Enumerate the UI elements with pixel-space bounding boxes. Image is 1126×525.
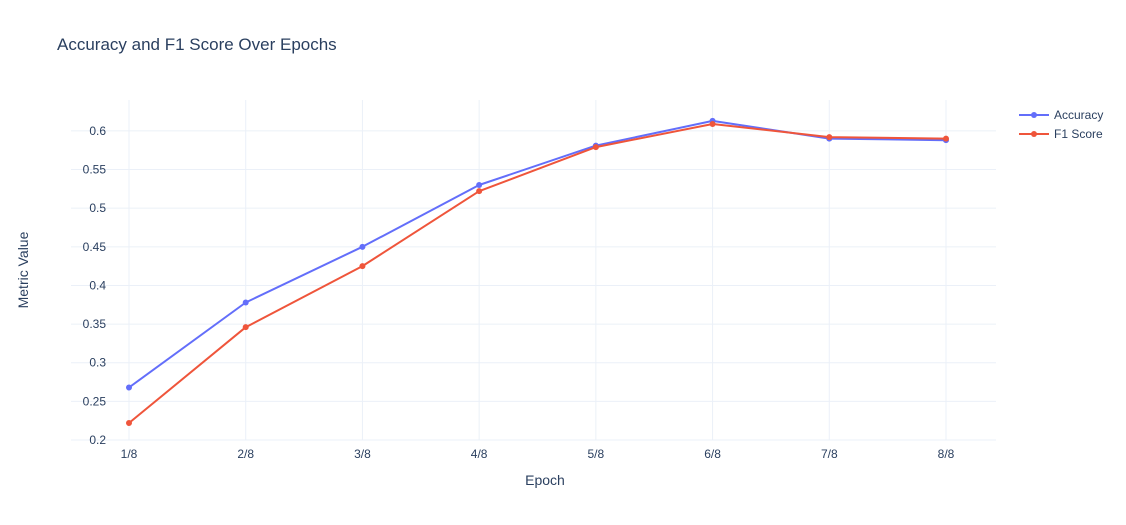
y-tick-label: 0.3 bbox=[89, 356, 106, 370]
y-tick-label: 0.6 bbox=[89, 124, 106, 138]
data-point[interactable] bbox=[359, 263, 366, 270]
series-line bbox=[128, 123, 947, 424]
x-axis-title: Epoch bbox=[525, 472, 565, 488]
y-tick-label: 0.25 bbox=[83, 394, 107, 408]
legend-label: F1 Score bbox=[1054, 127, 1103, 141]
legend-label: Accuracy bbox=[1054, 108, 1103, 122]
x-tick-label: 8/8 bbox=[938, 447, 955, 461]
y-tick-label: 0.2 bbox=[89, 433, 106, 447]
grid-layer bbox=[71, 100, 996, 441]
x-tick-label: 7/8 bbox=[821, 447, 838, 461]
legend-item[interactable]: Accuracy bbox=[1019, 108, 1103, 122]
y-axis-title: Metric Value bbox=[15, 231, 31, 308]
data-point[interactable] bbox=[709, 120, 716, 127]
y-axis-ticks: 0.2 0.25 0.3 0.35 0.4 0.45 0.5 0.55 0.6 bbox=[83, 124, 107, 447]
data-point[interactable] bbox=[476, 182, 483, 188]
chart-title: Accuracy and F1 Score Over Epochs bbox=[57, 35, 337, 54]
legend[interactable]: Accuracy F1 Score bbox=[1019, 108, 1103, 141]
series-f1-score bbox=[126, 120, 949, 426]
x-tick-label: 3/8 bbox=[354, 447, 371, 461]
y-tick-label: 0.55 bbox=[83, 163, 107, 177]
x-axis-ticks: 1/8 2/8 3/8 4/8 5/8 6/8 7/8 8/8 bbox=[121, 447, 955, 461]
data-point[interactable] bbox=[826, 134, 833, 141]
x-tick-label: 1/8 bbox=[121, 447, 138, 461]
x-tick-label: 5/8 bbox=[588, 447, 605, 461]
x-tick-label: 2/8 bbox=[237, 447, 254, 461]
data-point[interactable] bbox=[359, 243, 366, 250]
legend-item[interactable]: F1 Score bbox=[1019, 127, 1103, 141]
data-point[interactable] bbox=[943, 135, 949, 142]
legend-marker-swatch bbox=[1031, 131, 1037, 137]
y-tick-label: 0.35 bbox=[83, 317, 107, 331]
x-tick-label: 4/8 bbox=[471, 447, 488, 461]
data-point[interactable] bbox=[242, 299, 249, 306]
series-layer bbox=[126, 117, 949, 426]
data-point[interactable] bbox=[126, 420, 132, 426]
y-tick-label: 0.4 bbox=[89, 278, 106, 292]
x-tick-label: 6/8 bbox=[704, 447, 721, 461]
data-point[interactable] bbox=[242, 324, 249, 331]
data-point[interactable] bbox=[476, 188, 483, 195]
legend-marker-swatch bbox=[1031, 112, 1037, 118]
y-tick-label: 0.45 bbox=[83, 240, 107, 254]
data-point[interactable] bbox=[592, 144, 599, 151]
data-point[interactable] bbox=[126, 384, 132, 391]
y-tick-label: 0.5 bbox=[89, 201, 106, 215]
